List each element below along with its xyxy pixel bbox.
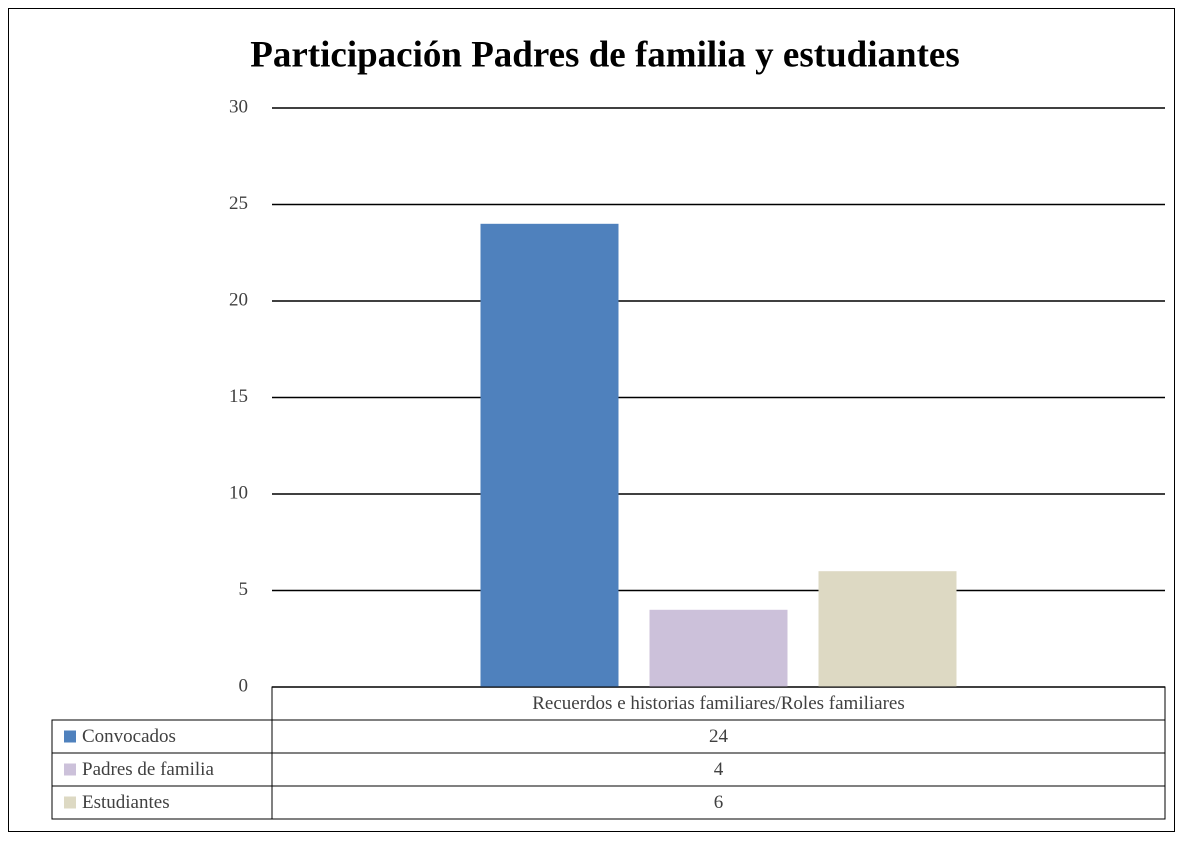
bar (480, 223, 619, 688)
bar (818, 571, 957, 687)
chart-title: Participación Padres de familia y estudi… (250, 34, 959, 75)
y-tick-label: 25 (229, 193, 248, 214)
legend-label: Padres de familia (82, 759, 214, 780)
y-tick-label: 0 (239, 675, 249, 696)
legend-label: Convocados (82, 726, 176, 747)
y-tick-label: 10 (229, 482, 248, 503)
bar (649, 609, 788, 687)
x-tick-label: Recuerdos e historias familiares/Roles f… (532, 693, 905, 714)
y-tick-label: 15 (229, 386, 248, 407)
data-table-value: 4 (714, 759, 724, 780)
legend-swatch (64, 730, 76, 743)
data-table-value: 24 (709, 726, 729, 747)
y-tick-label: 5 (239, 579, 249, 600)
legend-swatch (64, 763, 76, 776)
data-table-value: 6 (714, 792, 724, 813)
y-tick-label: 30 (229, 96, 248, 117)
legend-label: Estudiantes (82, 792, 170, 813)
data-table-value-cell (271, 785, 1166, 820)
legend-swatch (64, 796, 76, 809)
y-tick-label: 20 (229, 289, 248, 310)
